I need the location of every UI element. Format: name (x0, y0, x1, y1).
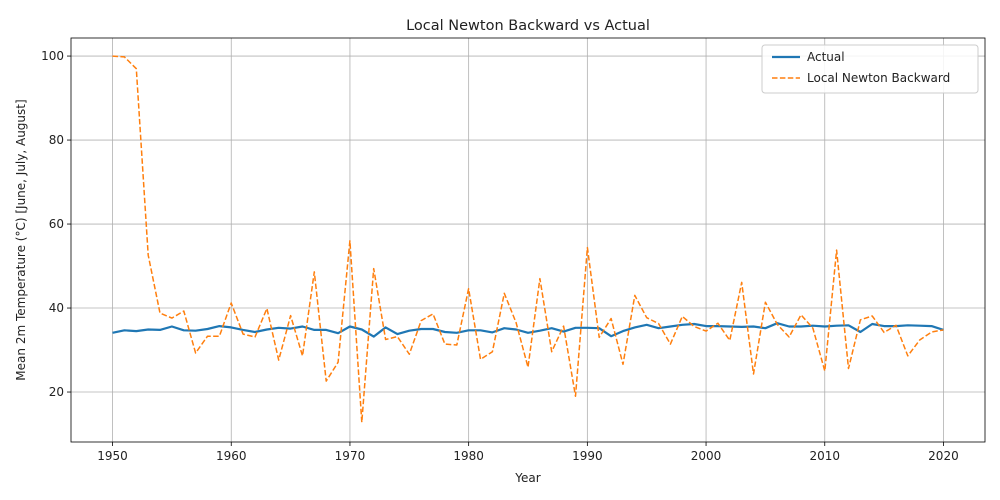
x-tick-label: 1970 (335, 449, 366, 463)
legend-box (761, 44, 979, 94)
x-axis-label: Year (514, 471, 540, 485)
y-tick-label: 80 (49, 133, 64, 147)
x-tick-label: 1990 (572, 449, 603, 463)
y-tick-label: 40 (49, 301, 64, 315)
plot-frame (70, 37, 986, 443)
legend-label: Local Newton Backward (807, 71, 950, 85)
x-tick-label: 1950 (97, 449, 128, 463)
legend-label: Actual (807, 50, 845, 64)
series-layer (112, 55, 944, 424)
legend: Actual Local Newton Backward (761, 44, 979, 94)
chart-title: Local Newton Backward vs Actual (406, 18, 650, 34)
grid (71, 38, 985, 442)
y-tick-label: 20 (49, 385, 64, 399)
ticks: 1950 1960 1970 1980 1990 2000 2010 202020406080… (41, 49, 959, 463)
y-tick-label: 60 (49, 217, 64, 231)
x-tick-label: 1980 (453, 449, 484, 463)
x-tick-label: 2010 (809, 449, 840, 463)
series-line-local-newton-backward (112, 55, 944, 424)
series-line-actual (112, 322, 944, 338)
x-tick-label: 2000 (691, 449, 722, 463)
y-tick-label: 100 (41, 49, 64, 63)
y-axis-label: Mean 2m Temperature (°C) [June, July, Au… (14, 99, 28, 380)
x-tick-label: 1960 (216, 449, 247, 463)
x-tick-label: 2020 (928, 449, 959, 463)
